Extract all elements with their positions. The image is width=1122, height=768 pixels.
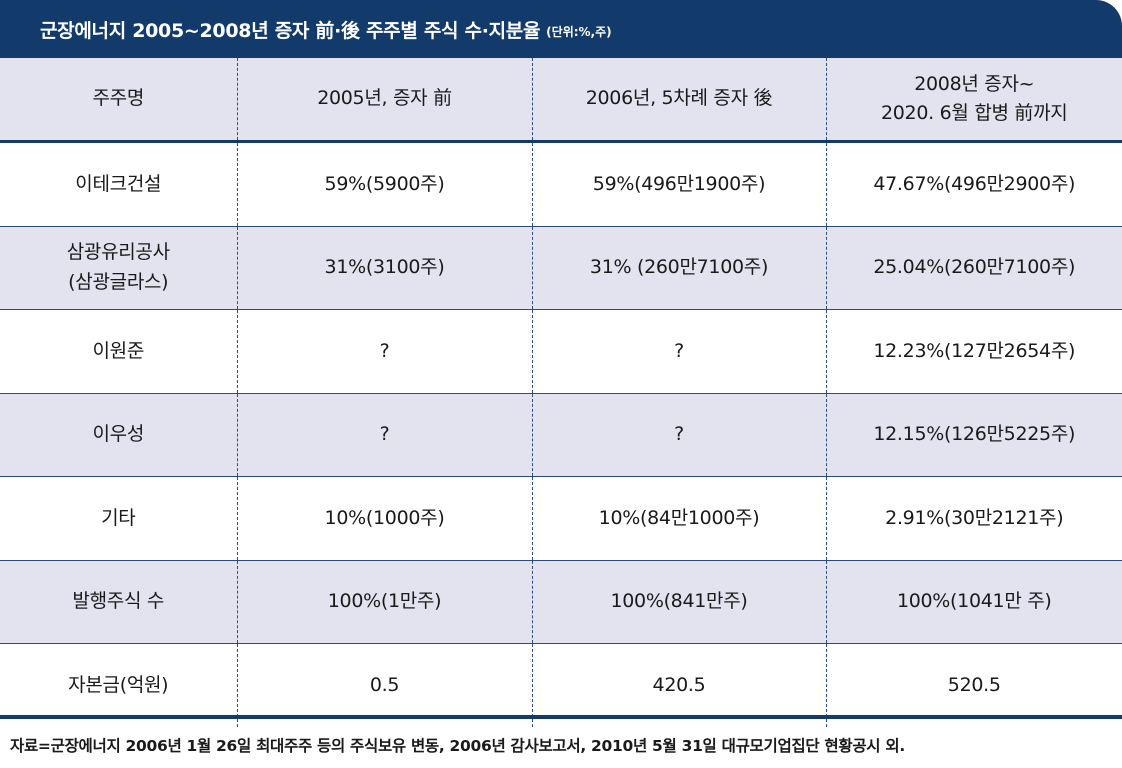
shareholder-table: 주주명 2005년, 증자 前 2006년, 5차례 증자 後 2008년 증자…	[0, 58, 1122, 727]
cell-shareholder: 기타	[0, 476, 237, 560]
header-2008: 2008년 증자~ 2020. 6월 합병 前까지	[825, 58, 1122, 142]
table-row: 발행주식 수 100%(1만주) 100%(841만주) 100%(1041만 …	[0, 559, 1122, 644]
cell-2008: 12.23%(127만2654주)	[825, 309, 1122, 393]
cell-2005: 100%(1만주)	[236, 559, 532, 644]
header-2006: 2006년, 5차례 증자 後	[531, 58, 826, 142]
cell-2006: 59%(496만1900주)	[531, 140, 826, 226]
cell-shareholder: 자본금(억원)	[0, 643, 237, 727]
cell-2008: 2.91%(30만2121주)	[825, 476, 1122, 560]
header-2005: 2005년, 증자 前	[236, 58, 532, 142]
cell-2005: ?	[236, 392, 532, 477]
table-row: 기타 10%(1000주) 10%(84만1000주) 2.91%(30만212…	[0, 476, 1122, 560]
header-shareholder: 주주명	[0, 58, 237, 142]
bottom-divider	[0, 715, 1122, 719]
title-bar: 군장에너지 2005~2008년 증자 前·後 주주별 주식 수·지분율 (단위…	[0, 0, 1122, 58]
cell-2008: 47.67%(496만2900주)	[825, 140, 1122, 226]
table-row: 자본금(억원) 0.5 420.5 520.5	[0, 643, 1122, 727]
shareholder-table-container: 주주명 2005년, 증자 前 2006년, 5차례 증자 後 2008년 증자…	[0, 58, 1122, 727]
table-row: 이테크건설 59%(5900주) 59%(496만1900주) 47.67%(4…	[0, 140, 1122, 226]
source-note: 자료=군장에너지 2006년 1월 26일 최대주주 등의 주식보유 변동, 2…	[10, 737, 905, 755]
cell-2006: 100%(841만주)	[531, 559, 826, 644]
cell-2006: ?	[531, 309, 826, 393]
table-row: 이원준 ? ? 12.23%(127만2654주)	[0, 309, 1122, 393]
cell-shareholder: 이테크건설	[0, 140, 237, 226]
unit-note: (단위:%,주)	[546, 24, 612, 39]
cell-2006: ?	[531, 392, 826, 477]
table-row: 삼광유리공사 (삼광글라스) 31%(3100주) 31% (260만7100주…	[0, 225, 1122, 310]
cell-2005: 59%(5900주)	[236, 140, 532, 226]
cell-2006: 10%(84만1000주)	[531, 476, 826, 560]
cell-2008: 12.15%(126만5225주)	[825, 392, 1122, 477]
cell-2006: 420.5	[531, 643, 826, 727]
cell-shareholder: 이우성	[0, 392, 237, 477]
cell-2005: 31%(3100주)	[236, 225, 532, 310]
cell-shareholder: 이원준	[0, 309, 237, 393]
cell-shareholder: 삼광유리공사 (삼광글라스)	[0, 225, 237, 310]
table-header-row: 주주명 2005년, 증자 前 2006년, 5차례 증자 後 2008년 증자…	[0, 58, 1122, 142]
table-title: 군장에너지 2005~2008년 증자 前·後 주주별 주식 수·지분율	[40, 19, 541, 42]
cell-2005: ?	[236, 309, 532, 393]
cell-2005: 0.5	[236, 643, 532, 727]
cell-2008: 25.04%(260만7100주)	[825, 225, 1122, 310]
cell-2005: 10%(1000주)	[236, 476, 532, 560]
cell-2008: 100%(1041만 주)	[825, 559, 1122, 644]
cell-2006: 31% (260만7100주)	[531, 225, 826, 310]
table-row: 이우성 ? ? 12.15%(126만5225주)	[0, 392, 1122, 477]
cell-2008: 520.5	[825, 643, 1122, 727]
cell-shareholder: 발행주식 수	[0, 559, 237, 644]
